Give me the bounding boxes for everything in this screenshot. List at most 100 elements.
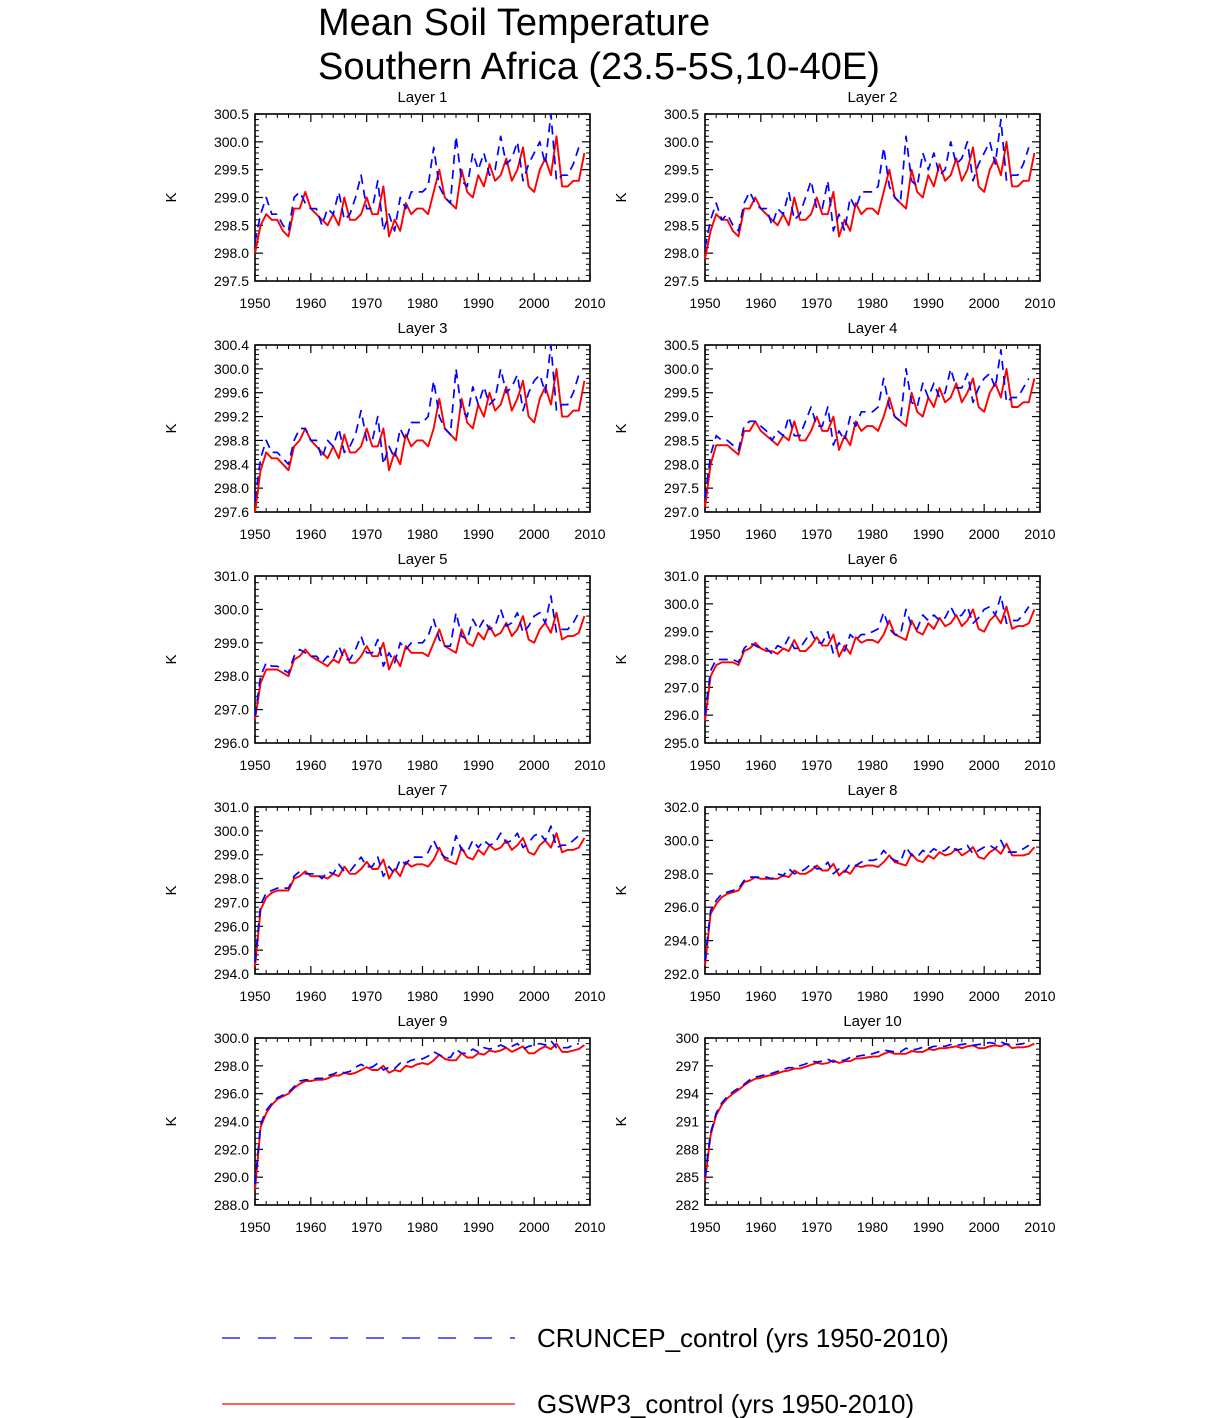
x-tick-label: 2010 — [1024, 757, 1055, 773]
panel-title: Layer 7 — [397, 782, 447, 799]
x-tick-label: 2010 — [574, 1219, 605, 1235]
y-axis-label: K — [163, 654, 180, 664]
plot-frame — [254, 113, 591, 282]
y-tick-label: 298.5 — [664, 217, 699, 233]
series-line-cruncep — [254, 113, 580, 243]
y-tick-label: 300.0 — [214, 361, 249, 377]
x-tick-label: 1990 — [913, 988, 944, 1004]
y-tick-label: 296.0 — [664, 899, 699, 915]
plot-frame — [704, 806, 1041, 975]
x-tick-label: 1980 — [407, 1219, 438, 1235]
y-tick-label: 301.0 — [664, 568, 699, 584]
y-tick-label: 299.0 — [214, 847, 249, 863]
y-tick-label: 300.0 — [214, 134, 249, 150]
y-tick-label: 297.5 — [664, 480, 699, 496]
y-axis-label: K — [613, 1116, 630, 1126]
panel-title: Layer 3 — [397, 320, 447, 337]
plot-frame — [704, 344, 1041, 513]
series-line-gswp3 — [254, 1042, 585, 1190]
y-tick-label: 295.0 — [664, 735, 699, 751]
y-tick-label: 299.0 — [214, 635, 249, 651]
series-line-gswp3 — [254, 611, 586, 720]
x-tick-label: 1960 — [295, 757, 326, 773]
series-line-gswp3 — [704, 605, 1036, 721]
series-line-cruncep — [704, 839, 1030, 961]
y-tick-label: 300.0 — [664, 832, 699, 848]
y-tick-label: 291 — [676, 1114, 700, 1130]
x-tick-label: 1960 — [745, 757, 776, 773]
x-tick-label: 2000 — [969, 988, 1000, 1004]
x-tick-label: 1960 — [745, 295, 776, 311]
y-tick-label: 297 — [676, 1058, 700, 1074]
y-tick-label: 297.0 — [664, 679, 699, 695]
y-tick-label: 285 — [676, 1169, 700, 1185]
y-tick-label: 300.0 — [664, 361, 699, 377]
x-tick-label: 1990 — [913, 1219, 944, 1235]
x-tick-label: 1970 — [351, 1219, 382, 1235]
x-tick-label: 2010 — [574, 526, 605, 542]
panel-layer-2: Layer 2 K 297.5 298.0 298.5 299.0 299.5 300.0 30… — [613, 89, 1056, 311]
y-axis-label: K — [163, 423, 180, 433]
y-tick-label: 297.5 — [214, 273, 249, 289]
series-line-cruncep — [704, 118, 1030, 248]
panel-layer-8: Layer 8 K 292.0 294.0 296.0 298.0 300.0 302.0 19… — [613, 782, 1056, 1004]
x-tick-label: 2010 — [1024, 988, 1055, 1004]
x-tick-label: 2000 — [969, 526, 1000, 542]
y-tick-label: 298.0 — [664, 245, 699, 261]
x-tick-label: 1950 — [239, 988, 270, 1004]
legend-label-gswp3: GSWP3_control (yrs 1950-2010) — [537, 1389, 914, 1418]
y-axis-label: K — [163, 1116, 180, 1126]
y-tick-label: 300.4 — [214, 337, 249, 353]
x-tick-label: 1990 — [463, 757, 494, 773]
x-tick-label: 1950 — [689, 1219, 720, 1235]
y-tick-label: 294.0 — [664, 933, 699, 949]
x-tick-label: 2000 — [519, 757, 550, 773]
y-tick-label: 301.0 — [214, 799, 249, 815]
panel-title: Layer 5 — [397, 551, 447, 568]
x-tick-label: 1950 — [689, 526, 720, 542]
y-axis-label: K — [613, 654, 630, 664]
y-tick-label: 298.0 — [214, 480, 249, 496]
x-tick-label: 1950 — [239, 295, 270, 311]
plot-frame — [254, 575, 591, 744]
x-tick-label: 1980 — [407, 757, 438, 773]
x-tick-label: 1950 — [239, 526, 270, 542]
series-line-gswp3 — [254, 135, 586, 254]
x-tick-label: 1970 — [801, 1219, 832, 1235]
series-line-cruncep — [704, 1040, 1030, 1178]
x-tick-label: 1970 — [801, 757, 832, 773]
x-tick-label: 1950 — [689, 757, 720, 773]
y-tick-label: 292.0 — [214, 1141, 249, 1157]
y-axis-label: K — [163, 192, 180, 202]
y-tick-label: 298.5 — [664, 432, 699, 448]
y-tick-label: 298.0 — [664, 456, 699, 472]
y-tick-label: 300.0 — [664, 596, 699, 612]
y-tick-label: 292.0 — [664, 966, 699, 982]
series-line-gswp3 — [704, 367, 1036, 508]
panel-layer-6: Layer 6 K 295.0 296.0 297.0 298.0 299.0 300.0 30… — [613, 551, 1056, 773]
x-tick-label: 1970 — [801, 988, 832, 1004]
series-line-gswp3 — [254, 832, 586, 967]
x-tick-label: 2010 — [1024, 295, 1055, 311]
series-line-cruncep — [254, 344, 580, 501]
panel-layer-1: Layer 1 K 297.5 298.0 298.5 299.0 299.5 300.0 30… — [163, 89, 606, 311]
y-tick-label: 300.5 — [664, 106, 699, 122]
x-tick-label: 1970 — [801, 526, 832, 542]
x-tick-label: 1960 — [745, 988, 776, 1004]
panel-title: Layer 2 — [847, 89, 897, 106]
x-tick-label: 2000 — [969, 757, 1000, 773]
legend-label-cruncep: CRUNCEP_control (yrs 1950-2010) — [537, 1323, 949, 1353]
panel-title: Layer 1 — [397, 89, 447, 106]
x-tick-label: 1990 — [913, 526, 944, 542]
series-line-cruncep — [704, 594, 1030, 716]
y-tick-label: 297.0 — [214, 894, 249, 910]
y-tick-label: 294.0 — [214, 966, 249, 982]
y-tick-label: 294.0 — [214, 1114, 249, 1130]
y-tick-label: 299.5 — [664, 385, 699, 401]
x-tick-label: 2010 — [574, 295, 605, 311]
panel-title: Layer 8 — [847, 782, 897, 799]
y-tick-label: 298.0 — [664, 866, 699, 882]
x-tick-label: 1980 — [857, 988, 888, 1004]
x-tick-label: 2000 — [519, 988, 550, 1004]
